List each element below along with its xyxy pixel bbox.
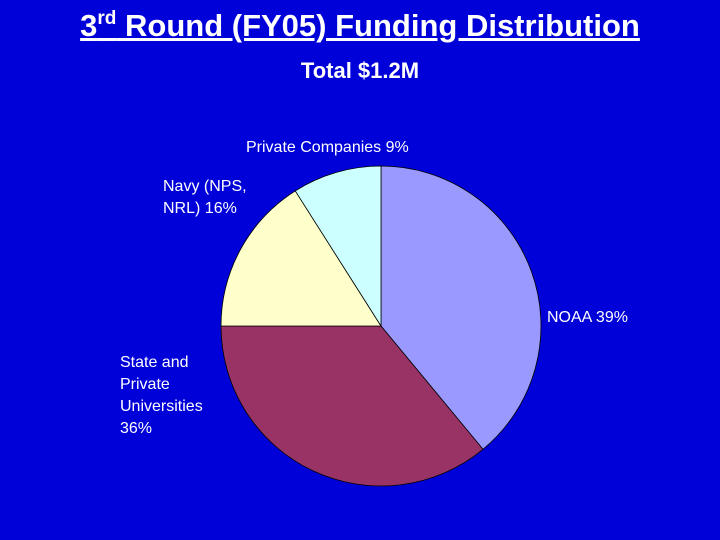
pie-slice <box>220 190 382 327</box>
data-label: Navy (NPS, NRL) 16% <box>163 176 278 220</box>
title-number: 3 <box>80 8 98 43</box>
chart-subtitle: Total $1.2M <box>300 58 420 83</box>
title-superscript: rd <box>97 8 117 29</box>
label-value: 36% <box>120 420 153 437</box>
pie-slice <box>294 165 382 328</box>
data-label: Private Companies 9% <box>246 137 476 159</box>
chart-title: 3rd Round (FY05) Funding Distribution <box>0 8 720 44</box>
label-value: 16% <box>204 200 237 217</box>
data-label: State and Private Universities 36% <box>120 352 238 440</box>
label-category: Private Companies <box>246 139 382 156</box>
label-value: 9% <box>385 139 409 156</box>
pie-slice <box>380 165 542 450</box>
title-text: Round (FY05) Funding Distribution <box>125 8 640 43</box>
label-category: NOAA <box>547 309 592 326</box>
data-label: NOAA 39% <box>547 307 677 329</box>
label-value: 39% <box>595 309 628 326</box>
pie-slice <box>220 325 484 487</box>
label-category: State and Private Universities <box>120 354 203 415</box>
label-category: Navy (NPS, NRL) <box>163 178 247 217</box>
